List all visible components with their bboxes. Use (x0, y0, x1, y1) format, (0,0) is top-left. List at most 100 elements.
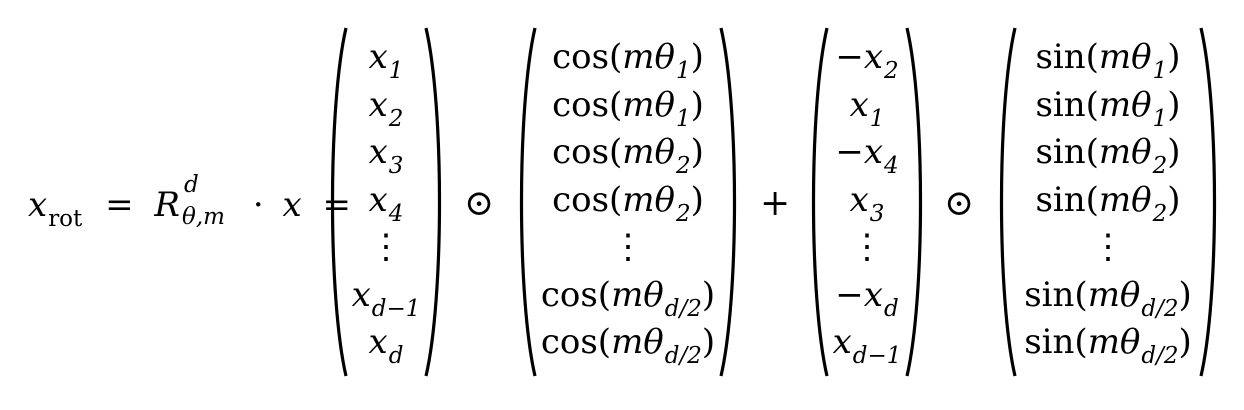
entry-base: x (863, 274, 883, 315)
entry-close-paren: ) (1167, 84, 1181, 125)
entry-subscript: d/2 (1141, 295, 1179, 322)
vector-entry: ⋮ (531, 224, 725, 272)
entry-base: x (832, 322, 852, 362)
entry-subscript: d (883, 295, 899, 322)
entry-argument: mθ (622, 37, 676, 77)
vector-entry: xd−1 (825, 319, 909, 369)
vector-entry: x2 (344, 82, 428, 132)
vector-entry: cos(mθ2) (531, 177, 725, 227)
entry-base: x (863, 37, 884, 77)
entry-subscript: d−1 (371, 295, 421, 322)
entry-close-paren: ) (690, 84, 704, 125)
entry-subscript: d/2 (664, 295, 702, 322)
vector-sin: sin(mθ1) sin(mθ1) sin(mθ2) sin(mθ2) ⋮ sin(mθd… (995, 26, 1221, 378)
vector-entry: ⋮ (1011, 224, 1205, 272)
entry-function: sin( (1035, 179, 1099, 220)
entry-subscript: 1 (1152, 105, 1168, 132)
entry-close-paren: ) (1178, 322, 1192, 362)
entry-function: cos( (540, 274, 612, 315)
entry-base: x (351, 274, 371, 315)
vector-x: x1 x2 x3 x4 ⋮ xd−1 xd (326, 26, 446, 378)
vector-entry: xd−1 (344, 272, 428, 322)
entry-sign: − (835, 132, 864, 172)
entry-subscript: 1 (1152, 58, 1168, 84)
entry-function: sin( (1024, 322, 1088, 362)
vector-entry: sin(mθ1) (1011, 82, 1205, 132)
lhs-equals-2: = (322, 185, 351, 225)
vector-sin-left-paren (999, 27, 1017, 377)
entry-function: cos( (552, 84, 623, 125)
vector-entry: cos(mθ2) (531, 129, 725, 179)
entry-base: x (368, 132, 388, 172)
hadamard-operator-1: ⊙ (464, 183, 495, 224)
entry-base: x (849, 179, 869, 220)
entry-base: x (849, 84, 869, 125)
lhs-dot: · (252, 185, 264, 225)
vector-x-entries: x1 x2 x3 x4 ⋮ xd−1 xd (344, 34, 428, 369)
entry-subscript: d/2 (664, 343, 702, 369)
entry-function: sin( (1024, 274, 1088, 315)
vector-entry: cos(mθ1) (531, 34, 725, 84)
entry-argument: mθ (1087, 274, 1141, 315)
entry-subscript: 4 (388, 200, 404, 227)
entry-subscript: d−1 (852, 343, 902, 369)
entry-subscript: 3 (388, 153, 404, 179)
entry-close-paren: ) (690, 179, 704, 220)
plus-operator: + (760, 183, 791, 224)
entry-argument: mθ (622, 132, 676, 172)
entry-function: cos( (552, 132, 623, 172)
entry-base: x (368, 37, 388, 77)
vector-entry: sin(mθ1) (1011, 34, 1205, 84)
entry-sign: − (835, 274, 864, 315)
vector-x-right-paren (424, 27, 442, 377)
entry-base: x (368, 84, 388, 125)
vertical-ellipsis: ⋮ (611, 227, 645, 267)
vector-entry: x3 (825, 177, 909, 227)
hadamard-operator-2: ⊙ (944, 183, 975, 224)
entry-subscript: 2 (676, 153, 691, 179)
vector-cos: cos(mθ1) cos(mθ1) cos(mθ2) cos(mθ2) ⋮ cos(mθd… (515, 26, 741, 378)
entry-function: sin( (1035, 37, 1099, 77)
lhs-equals-1: = (105, 185, 134, 225)
entry-close-paren: ) (1167, 37, 1181, 77)
vector-x-swapped-left-paren (811, 27, 829, 377)
entry-close-paren: ) (701, 322, 716, 362)
entry-subscript: 1 (869, 105, 885, 132)
entry-subscript: 2 (884, 58, 899, 84)
entry-sign: − (835, 37, 864, 77)
vector-entry: x1 (825, 82, 909, 132)
lhs-x: x (282, 185, 302, 225)
rotation-matrix-indices: d θ,m (180, 174, 242, 229)
vertical-ellipsis: ⋮ (1091, 227, 1125, 267)
entry-function: sin( (1035, 84, 1099, 125)
lhs-var: x (28, 185, 48, 225)
entry-subscript: 2 (676, 200, 691, 227)
vertical-ellipsis: ⋮ (369, 227, 403, 267)
entry-base: x (863, 132, 884, 172)
entry-argument: mθ (1098, 84, 1152, 125)
vector-entry: sin(mθ2) (1011, 177, 1205, 227)
entry-close-paren: ) (690, 132, 704, 172)
vector-entry: x3 (344, 129, 428, 179)
vector-entry: ⋮ (825, 224, 909, 272)
entry-subscript: 2 (1152, 153, 1168, 179)
entry-base: x (368, 322, 388, 362)
entry-subscript: 1 (676, 105, 691, 132)
vector-entry: xd (344, 319, 428, 369)
vector-x-swapped: −x2 x1 −x4 x3 ⋮ −xd xd−1 (807, 26, 927, 378)
entry-function: cos( (540, 322, 612, 362)
vector-cos-right-paren (719, 27, 737, 377)
vector-entry: sin(mθd/2) (1011, 272, 1205, 322)
entry-argument: mθ (611, 322, 664, 362)
entry-argument: mθ (611, 274, 664, 315)
vector-entry: sin(mθd/2) (1011, 319, 1205, 369)
rotation-matrix-superscript: d (184, 172, 199, 198)
entry-subscript: 2 (388, 105, 404, 132)
entry-subscript: 1 (388, 58, 404, 84)
entry-close-paren: ) (701, 274, 716, 315)
entry-close-paren: ) (1178, 274, 1192, 315)
vector-entry: −x2 (825, 34, 909, 84)
vector-entry: −x4 (825, 129, 909, 179)
vector-sin-right-paren (1199, 27, 1217, 377)
